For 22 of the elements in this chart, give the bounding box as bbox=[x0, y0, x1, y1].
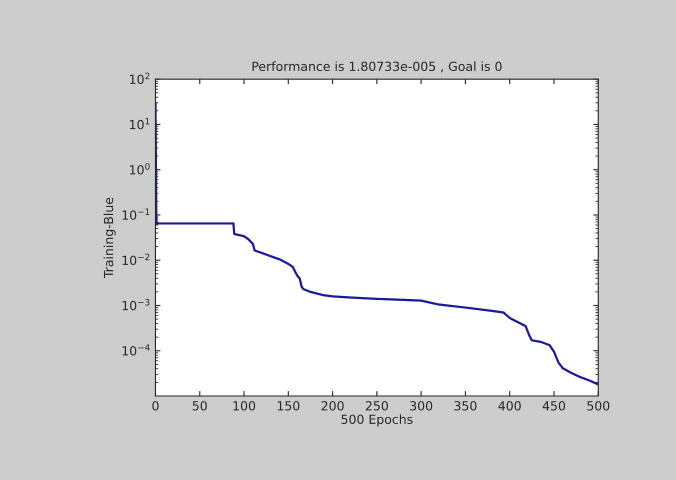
x-tick-label: 150 bbox=[278, 401, 300, 411]
y-axis-title: Training-Blue bbox=[104, 198, 116, 278]
x-tick-label: 250 bbox=[366, 401, 388, 411]
y-tick-label: 10$^{−4}$ bbox=[122, 344, 150, 356]
x-axis-title: 500 Epochs bbox=[342, 414, 413, 426]
x-tick-label: 300 bbox=[410, 401, 432, 411]
x-tick-label: 100 bbox=[233, 401, 256, 411]
x-tick-label: 450 bbox=[542, 401, 566, 411]
y-tick-label: 10$^{2}$ bbox=[130, 72, 150, 84]
y-tick-label: 10$^{0}$ bbox=[130, 163, 150, 175]
y-tick-label: 10$^{−3}$ bbox=[122, 298, 150, 310]
x-tick-label: 0 bbox=[152, 401, 159, 411]
x-tick-label: 50 bbox=[192, 401, 207, 411]
x-tick-label: 200 bbox=[322, 401, 344, 411]
x-tick-label: 350 bbox=[454, 401, 477, 411]
y-tick-label: 10$^{−1}$ bbox=[122, 208, 150, 220]
x-tick-label: 500 bbox=[587, 401, 610, 411]
y-tick-label: 10$^{1}$ bbox=[130, 118, 150, 130]
y-tick-label: 10$^{−2}$ bbox=[122, 254, 150, 266]
line-series bbox=[155, 102, 598, 386]
x-tick-label: 400 bbox=[498, 401, 521, 411]
chart-title: Performance is 1.80733e-005 , Goal is 0 bbox=[252, 61, 502, 72]
